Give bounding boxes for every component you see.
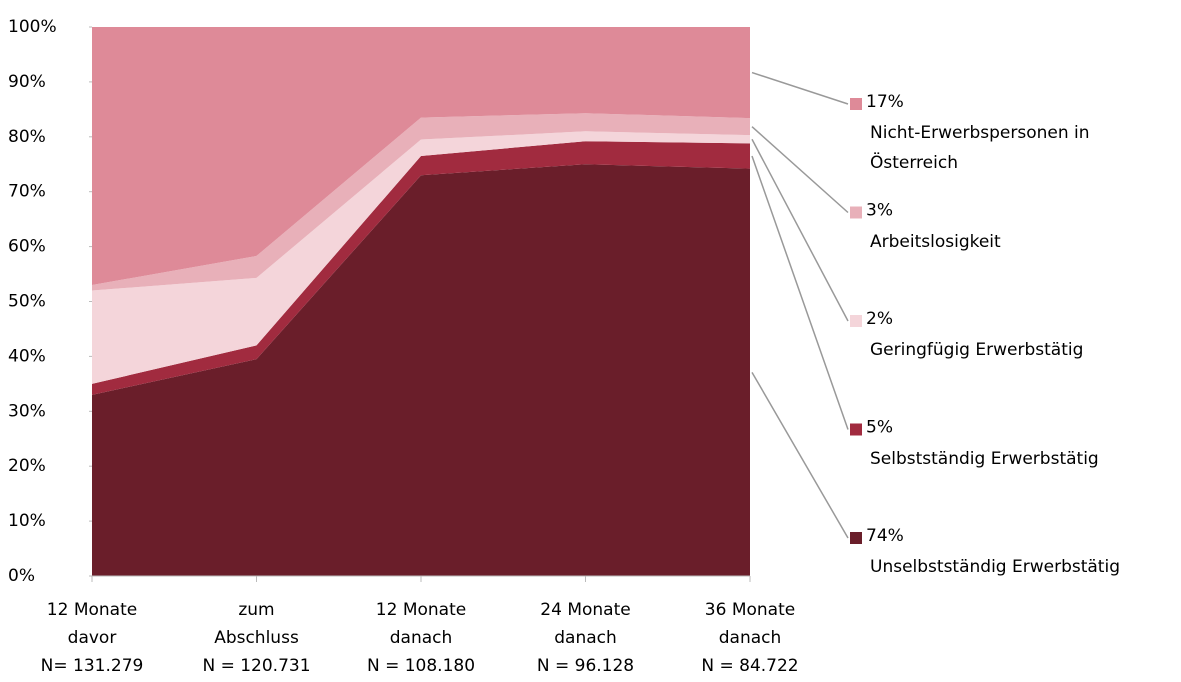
leader-line [751, 155, 849, 430]
area [92, 131, 750, 384]
y-tick-label: 40% [8, 346, 46, 366]
leader-line [751, 138, 849, 322]
legend-label: Nicht-Erwerbspersonen in Österreich [870, 123, 1090, 173]
legend-label: Selbstständig Erwerbstätig [870, 448, 1099, 469]
x-tick-label: danach [554, 628, 617, 648]
x-tick-label: zum [238, 600, 274, 620]
y-tick-label: 20% [8, 456, 46, 476]
y-tick-label: 100% [8, 17, 57, 37]
leader-line [751, 71, 849, 105]
leader-line [751, 126, 849, 214]
legend-swatch [850, 315, 862, 327]
legend-label: Arbeitslosigkeit [870, 231, 1001, 252]
y-tick-label: 90% [8, 72, 46, 92]
y-tick-label: 70% [8, 182, 46, 202]
leader-line [751, 371, 849, 539]
y-tick-label: 10% [8, 511, 46, 531]
area [92, 27, 750, 286]
legend-label: Unselbstständig Erwerbstätig [870, 557, 1120, 577]
y-tick-label: 80% [8, 127, 46, 147]
value-label: 3% [866, 201, 893, 221]
x-tick-label: danach [719, 628, 782, 648]
legend-swatch [850, 98, 862, 110]
x-tick-label: N = 108.180 [367, 656, 475, 676]
value-label: 74% [866, 526, 904, 546]
value-label: 17% [866, 92, 904, 112]
legend-swatch [850, 206, 862, 219]
area [92, 113, 750, 291]
area [92, 164, 750, 576]
x-tick-label: 12 Monate [376, 600, 466, 620]
x-tick-label: Abschluss [214, 628, 299, 648]
x-tick-label: 12 Monate [47, 600, 137, 620]
x-tick-label: 36 Monate [705, 600, 795, 620]
x-tick-label: N = 84.722 [701, 656, 798, 676]
y-tick-label: 30% [8, 401, 46, 421]
x-tick-label: N = 120.731 [202, 656, 310, 676]
x-tick-label: N = 96.128 [537, 656, 634, 676]
x-tick-label: davor [68, 628, 117, 648]
x-tick-label: 24 Monate [540, 600, 630, 620]
value-label: 2% [866, 309, 893, 329]
x-tick-label: danach [390, 628, 453, 648]
value-label: 5% [866, 418, 893, 438]
legend-label: Geringfügig Erwerbstätig [870, 340, 1084, 360]
y-tick-label: 60% [8, 237, 46, 257]
area [92, 141, 750, 395]
legend-swatch [850, 532, 862, 544]
y-tick-label: 50% [8, 292, 46, 312]
x-tick-label: N= 131.279 [41, 656, 144, 676]
y-tick-label: 0% [8, 566, 35, 586]
legend-swatch [850, 423, 862, 436]
